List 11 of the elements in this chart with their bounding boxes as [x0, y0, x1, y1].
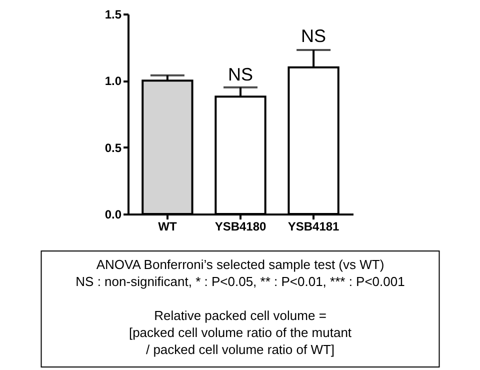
text: ANOVA Bonferroni’s selected sample test (vs WT) NS : non-significant, * : P<0.05, ** : P<0.01, *** : P<0.001	[76, 257, 405, 289]
x-tick-label: YSB4180	[214, 220, 267, 234]
x-tick-label: WT	[158, 220, 178, 234]
y-tick-label: 1.5	[104, 8, 122, 22]
annotation: NS	[228, 64, 254, 85]
x-tick-label: YSB4181	[288, 220, 340, 234]
text: Relative packed cell volume = [packed cell volume ratio of the mutant / packed cell volume ratio of WT]	[128, 308, 352, 357]
annotation: NS	[301, 26, 326, 46]
y-tick-label: 1.0	[104, 74, 122, 88]
y-tick-label: 0.5	[104, 140, 122, 155]
y-tick-label: 0.0	[104, 208, 122, 222]
